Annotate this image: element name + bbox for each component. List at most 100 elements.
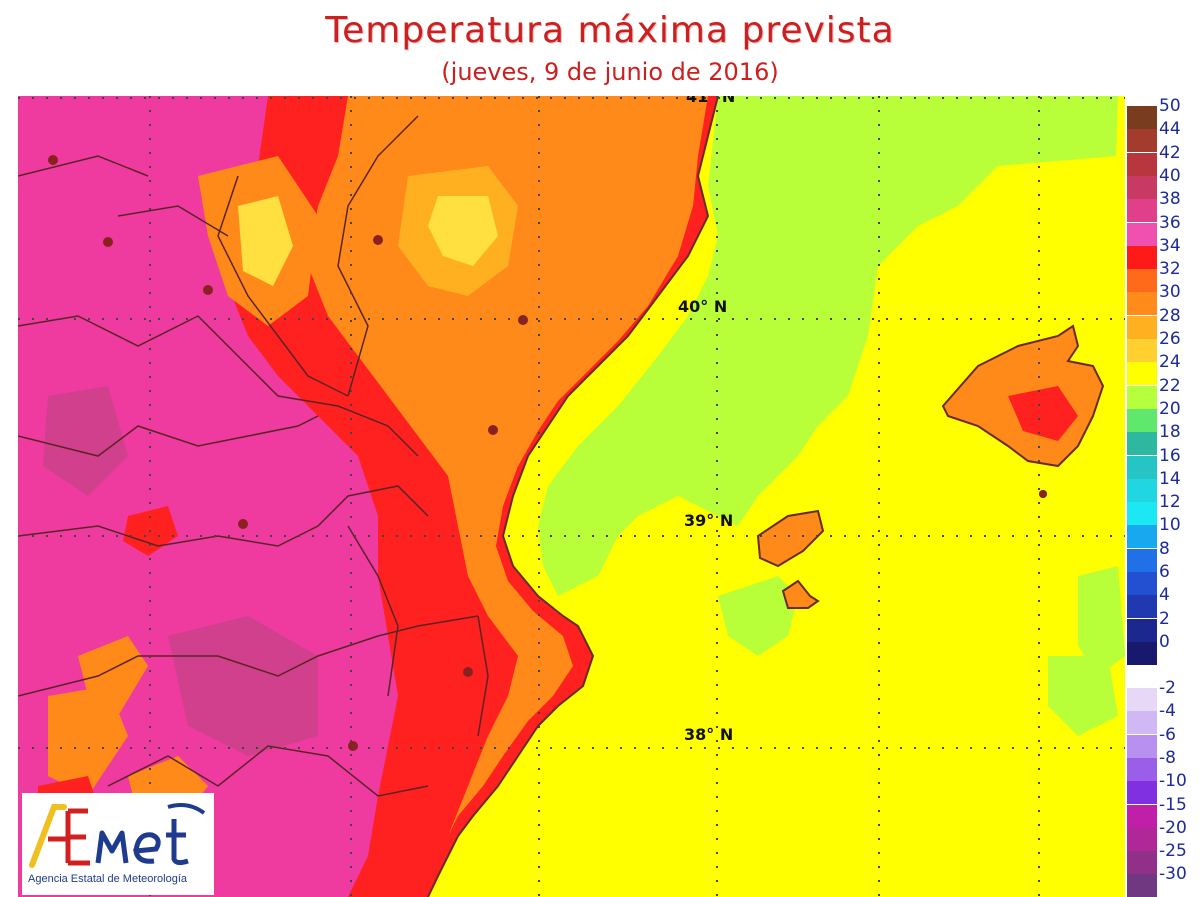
sea-cool-patch-east [1078,566,1125,676]
legend-swatch [1127,222,1157,246]
province-borders [18,115,489,797]
legend-swatch [1127,548,1157,572]
lat-label-40: 40° N [678,297,727,316]
legend-swatch [1127,525,1157,549]
legend-label: 24 [1159,352,1181,373]
legend-label: -10 [1159,771,1187,792]
ibiza-island [756,509,825,568]
legend-label: 42 [1159,142,1181,163]
legend-swatch [1127,641,1157,665]
legend-swatch [1127,478,1157,502]
temperature-map: 41° N 40° N 39° N 38° N [18,96,1125,897]
city-marker [203,285,213,295]
legend-swatch [1127,199,1157,223]
aemet-logo-subtitle: Agencia Estatal de Meteorología [28,873,187,885]
legend-swatch [1127,502,1157,526]
legend-swatch [1127,245,1157,269]
legend-label: 18 [1159,422,1181,443]
legend-swatch [1127,827,1157,851]
legend-label: 26 [1159,329,1181,349]
sea-cool-patch [718,576,798,656]
sea-cool-region [538,96,1118,596]
legend-swatch [1127,106,1157,129]
legend-swatch [1127,408,1157,432]
legend-swatch [1127,711,1157,735]
legend-swatch [1127,385,1157,409]
map-subtitle: (jueves, 9 de junio de 2016) [441,58,779,86]
formentera-island [781,579,820,609]
legend-label: -6 [1159,724,1176,745]
legend-swatch [1127,851,1157,875]
mallorca-hot-core [1008,386,1078,441]
legend-label: 38 [1159,189,1181,210]
legend-swatch [1127,734,1157,758]
city-marker [238,519,248,529]
legend-swatch [1127,339,1157,362]
color-legend: 50 44 42 40 38 36 34 32 30 28 26 24 22 20 18 16 14 12 10 8 6… [1125,96,1200,897]
city-marker [463,667,473,677]
legend-label: 22 [1159,375,1181,396]
legend-label: 36 [1159,212,1181,233]
legend-swatch [1127,362,1157,386]
legend-swatch [1127,292,1157,316]
legend-swatch [1127,595,1157,619]
lat-label-41: 41° N [686,96,735,106]
legend-swatch [1127,688,1157,711]
legend-label: 8 [1159,538,1170,559]
legend-label: -4 [1159,701,1176,722]
legend-label: 14 [1159,468,1181,489]
legend-label: 30 [1159,282,1181,303]
city-marker [348,741,358,751]
magenta-darker-1 [168,616,318,756]
coastline [427,96,719,897]
aemet-logo: Agencia Estatal de Meteorología [22,793,214,895]
map-title: Temperatura máxima prevista [325,10,895,51]
legend-label: -30 [1159,864,1187,885]
legend-swatch [1127,874,1157,897]
legend-swatch [1127,129,1157,153]
city-marker [373,235,383,245]
city-marker [488,425,498,435]
city-marker [103,237,113,247]
legend-swatch [1127,757,1157,781]
legend-label: 10 [1159,515,1181,536]
legend-label: 44 [1159,119,1181,140]
legend-label: 34 [1159,235,1181,256]
southwest-orange-2 [48,686,128,796]
legend-swatch [1127,572,1157,595]
legend-label: 16 [1159,445,1181,466]
legend-label: 50 [1159,96,1181,116]
legend-swatch [1127,804,1157,828]
inland-warm-core [428,196,498,266]
legend-label: 28 [1159,305,1181,326]
legend-swatch [1127,269,1157,293]
legend-label: 20 [1159,398,1181,419]
legend-swatch [1127,781,1157,805]
legend-label: 4 [1159,585,1170,606]
coastal-orange-band [308,96,708,836]
legend-label: -8 [1159,747,1176,768]
city-marker [48,155,58,165]
magenta-darker-2 [43,386,128,496]
city-marker [1039,490,1047,498]
legend-swatch [1127,432,1157,456]
legend-swatch [1127,455,1157,479]
legend-swatch [1127,618,1157,642]
lat-label-38: 38° N [684,725,733,744]
legend-label: 2 [1159,608,1170,629]
inland-yellow-north [238,196,293,286]
legend-label: 0 [1159,631,1170,652]
legend-swatch [1127,152,1157,176]
legend-label: 32 [1159,259,1181,280]
lat-label-39: 39° N [684,511,733,530]
legend-label: -20 [1159,817,1187,838]
legend-label: -25 [1159,841,1187,862]
legend-label: 6 [1159,562,1170,582]
legend-swatch [1127,175,1157,199]
legend-swatch [1127,315,1157,339]
legend-label: -15 [1159,794,1187,815]
legend-label: 40 [1159,165,1181,186]
legend-label: -2 [1159,678,1176,698]
aemet-logo-mark [29,803,206,868]
legend-label: 12 [1159,492,1181,513]
